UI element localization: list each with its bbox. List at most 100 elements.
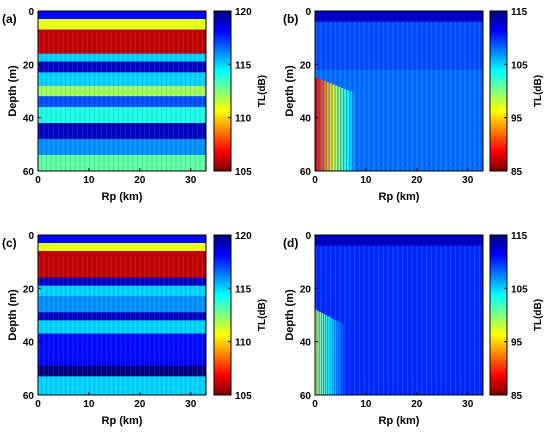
striation xyxy=(187,256,189,395)
panel-d: 0 10 20 30 0 20 40 60 Rp (km) Depth (m) (d) 115 105 9… xyxy=(283,231,544,427)
near-source-hotspot xyxy=(332,318,335,395)
striation xyxy=(366,245,368,395)
x-tick-label: 20 xyxy=(134,175,146,186)
colorbar-step xyxy=(214,149,231,153)
striation xyxy=(110,256,112,395)
colorbar-step xyxy=(214,115,231,119)
striation xyxy=(452,21,454,171)
y-tick-label: 20 xyxy=(300,60,312,71)
near-source-hotspot xyxy=(343,324,345,395)
striation xyxy=(182,32,184,172)
colorbar-step xyxy=(490,51,507,55)
colorbar-step xyxy=(214,48,231,52)
x-tick-label: 0 xyxy=(312,399,318,410)
colorbar-step xyxy=(214,387,231,391)
colorbar-frame xyxy=(489,10,508,172)
colorbar-step xyxy=(490,128,507,132)
striation xyxy=(322,245,324,395)
colorbar-step xyxy=(490,277,507,281)
colorbar-step xyxy=(490,53,507,57)
colorbar-step xyxy=(490,131,507,135)
striation xyxy=(201,32,203,172)
colorbar-step xyxy=(214,344,231,348)
colorbar-step xyxy=(490,333,507,337)
colorbar-step xyxy=(490,384,507,388)
striation xyxy=(72,32,74,172)
striation xyxy=(459,21,461,171)
striation xyxy=(390,245,392,395)
colorbar-step xyxy=(214,339,231,343)
x-tick-label: 30 xyxy=(462,175,474,186)
tl-band xyxy=(38,312,206,321)
colorbar-step xyxy=(490,35,507,39)
colorbar-step xyxy=(214,261,231,265)
colorbar-step xyxy=(214,320,231,324)
striation xyxy=(421,245,423,395)
x-tick-label: 0 xyxy=(35,175,41,186)
y-tick-label: 0 xyxy=(28,231,34,242)
colorbar-tick-label: 120 xyxy=(235,7,252,18)
colorbar-step xyxy=(490,32,507,36)
colorbar-step xyxy=(490,168,507,172)
colorbar-step xyxy=(490,389,507,393)
colorbar-step xyxy=(214,349,231,353)
striation xyxy=(361,21,363,171)
striation xyxy=(409,245,411,395)
striation xyxy=(153,256,155,395)
striation xyxy=(108,32,110,172)
striation xyxy=(450,21,452,171)
colorbar-step xyxy=(214,75,231,79)
striation xyxy=(165,256,167,395)
striation xyxy=(45,32,47,172)
panel-label: (d) xyxy=(283,236,298,250)
tl-band xyxy=(315,11,483,22)
striation xyxy=(452,245,454,395)
striation xyxy=(103,32,105,172)
colorbar-step xyxy=(490,85,507,89)
tl-band xyxy=(315,21,483,70)
colorbar-step xyxy=(490,376,507,380)
striation xyxy=(397,245,399,395)
striation xyxy=(98,32,100,172)
x-tick-label: 30 xyxy=(462,399,474,410)
colorbar-step xyxy=(490,64,507,68)
striation xyxy=(351,245,353,395)
colorbar-step xyxy=(214,141,231,145)
striation xyxy=(74,32,76,172)
striation xyxy=(476,21,478,171)
colorbar-step xyxy=(214,301,231,305)
near-source-hotspot xyxy=(341,87,344,171)
near-source-hotspot xyxy=(329,83,332,171)
striation xyxy=(404,245,406,395)
colorbar-step xyxy=(490,83,507,87)
striation xyxy=(108,256,110,395)
colorbar-step xyxy=(214,317,231,321)
tl-band xyxy=(38,365,206,377)
tl-band xyxy=(38,333,206,366)
striation xyxy=(156,32,158,172)
striation xyxy=(153,32,155,172)
near-source-hotspot xyxy=(317,310,319,395)
tl-band xyxy=(38,96,206,107)
colorbar-step xyxy=(490,48,507,52)
colorbar-step xyxy=(214,296,231,300)
colorbar-step xyxy=(214,64,231,68)
colorbar-step xyxy=(214,237,231,241)
striation xyxy=(402,21,404,171)
tl-band xyxy=(38,285,206,297)
tl-band xyxy=(38,107,206,123)
tl-band xyxy=(38,61,206,73)
striation xyxy=(457,21,459,171)
colorbar-step xyxy=(214,40,231,44)
near-source-hotspot xyxy=(352,92,355,171)
colorbar-step xyxy=(490,115,507,119)
colorbar-step xyxy=(214,264,231,268)
colorbar-step xyxy=(214,147,231,151)
striation xyxy=(141,256,143,395)
colorbar-step xyxy=(214,91,231,95)
colorbar-step xyxy=(214,27,231,31)
colorbar-step xyxy=(490,371,507,375)
striation xyxy=(337,21,339,171)
colorbar-step xyxy=(490,259,507,263)
colorbar-tick-label: 115 xyxy=(235,60,252,71)
